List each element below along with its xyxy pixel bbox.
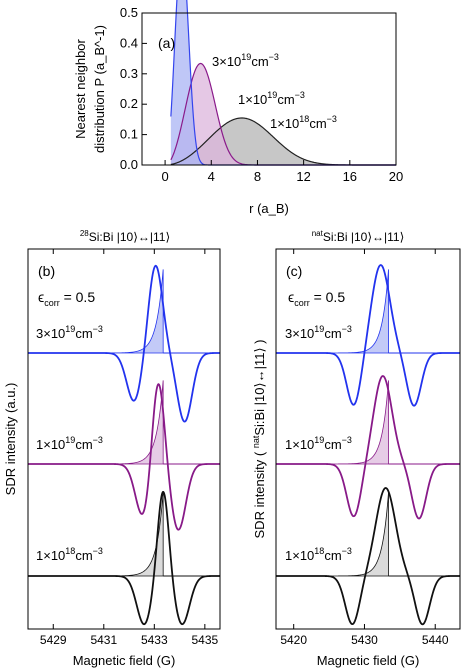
panel-a-xlabel: r (a_B) (249, 201, 289, 216)
panel-b-line-1 (28, 383, 220, 531)
panel-b-line-2 (28, 490, 220, 626)
panel-b-lines (28, 264, 220, 626)
panel-b-eps: ϵcorr = 0.5 (38, 289, 95, 308)
panel-a: 0 4 8 12 16 20 0.0 0.1 0.2 0.3 0.4 0.5 (a) 3×1019cm… (73, 0, 403, 216)
panel-a-xtick-label: 0 (161, 169, 168, 184)
panel-b-xtick-label: 5431 (90, 633, 117, 647)
panel-c-lines (276, 264, 460, 626)
panel-c-xtick-label: 5430 (351, 633, 378, 647)
panel-b-frame (27, 248, 221, 630)
panel-c: natSi:Bi |10⟩↔|11⟩ 5420 5430 5440 (c) ϵcor… (251, 229, 461, 668)
panel-a-xtick-label: 8 (254, 169, 261, 184)
panel-a-xtick-label: 4 (208, 169, 215, 184)
panel-b-title: 28Si:Bi |10⟩↔|11⟩ (80, 229, 170, 244)
panel-c-series-label-1e18: 1×1018cm−3 (285, 546, 352, 563)
panel-b-xlabel: Magnetic field (G) (73, 653, 176, 668)
panel-c-series-label-3e19: 3×1019cm−3 (285, 324, 352, 341)
panel-b-series-label-1e19: 1×1019cm−3 (36, 435, 103, 452)
panel-a-ticks: 0 4 8 12 16 20 0.0 0.1 0.2 0.3 0.4 0.5 (120, 5, 403, 184)
panel-b-ticks: 5429 5431 5433 5435 (40, 249, 219, 647)
panel-a-area-0 (170, 0, 396, 165)
panel-b-ylabel: SDR intensity (a.u.) (3, 383, 18, 496)
panel-c-xlabel: Magnetic field (G) (317, 653, 420, 668)
panel-c-line-2 (276, 487, 460, 626)
panel-c-line-1 (276, 375, 460, 520)
panel-c-label: (c) (286, 263, 302, 279)
panel-b-xtick-label: 5435 (191, 633, 218, 647)
panel-c-xtick-label: 5420 (280, 633, 307, 647)
panel-a-frame (141, 12, 397, 166)
panel-c-ticks: 5420 5430 5440 (280, 249, 449, 647)
panel-c-series-label-1e19: 1×1019cm−3 (285, 435, 352, 452)
panel-b-series-label-1e18: 1×1018cm−3 (36, 546, 103, 563)
panel-a-xtick-label: 16 (343, 169, 357, 184)
panel-a-ytick-label: 0.1 (120, 127, 138, 142)
panel-b-series-label-3e19: 3×1019cm−3 (36, 324, 103, 341)
panel-c-frame (275, 248, 461, 630)
series-label-1e19: 1×1019cm−3 (238, 90, 305, 107)
panel-a-fills (170, 0, 396, 166)
panel-b-line-0 (28, 264, 220, 423)
series-label-3e19: 3×1019cm−3 (212, 52, 279, 69)
panel-c-ylabel: SDR intensity ( natSi:Bi |10⟩↔|11⟩ ) (251, 340, 267, 539)
panel-c-xtick-label: 5440 (422, 633, 449, 647)
panel-a-ytick-label: 0.3 (120, 66, 138, 81)
panel-c-fill-2 (276, 492, 389, 577)
panel-b: 28Si:Bi |10⟩↔|11⟩ 5429 5431 5433 5435 (b) ϵ… (3, 229, 221, 668)
series-label-1e18: 1×1018cm−3 (270, 114, 337, 131)
panel-a-label: (a) (158, 35, 175, 51)
panel-c-fills (276, 269, 460, 577)
panel-a-ylabel-line2: distribution P (a_B^-1) (92, 25, 107, 153)
panel-c-eps: ϵcorr = 0.5 (288, 289, 345, 308)
panel-c-title: natSi:Bi |10⟩↔|11⟩ (312, 229, 405, 244)
panel-c-line-0 (276, 264, 460, 407)
panel-a-ylabel-line1: Nearest neighbor (73, 38, 88, 138)
panel-b-fills (28, 269, 220, 577)
panel-a-ytick-label: 0.2 (120, 96, 138, 111)
panel-a-ytick-label: 0.0 (120, 157, 138, 172)
panel-b-label: (b) (38, 263, 55, 279)
panel-b-fill-2 (28, 492, 164, 577)
panel-b-xtick-label: 5429 (40, 633, 67, 647)
panel-a-xtick-label: 12 (296, 169, 310, 184)
panel-a-ytick-label: 0.4 (120, 35, 138, 50)
panel-b-xtick-label: 5433 (141, 633, 168, 647)
panel-a-ytick-label: 0.5 (120, 5, 138, 20)
panel-a-xtick-label: 20 (389, 169, 403, 184)
